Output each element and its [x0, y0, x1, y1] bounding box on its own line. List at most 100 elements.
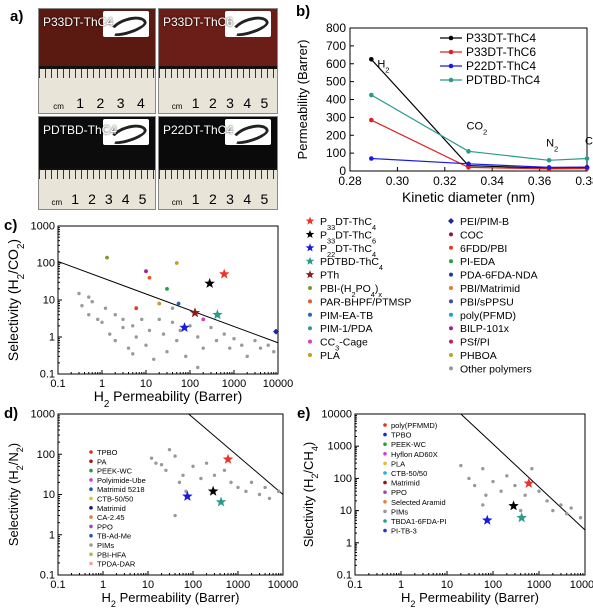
data-point [491, 479, 495, 484]
ruler-number: cm [51, 198, 63, 207]
legend-label: CA-2.45 [97, 513, 125, 522]
ruler: cm 1 2 3 4 [39, 69, 155, 113]
legend-marker [89, 515, 93, 519]
data-point [569, 506, 573, 510]
data-point [481, 467, 485, 471]
legend-label: CTB-50/50 [391, 469, 427, 478]
bent-film-inset [225, 119, 271, 145]
y-axis-label: Permeability (Barrer) [295, 40, 310, 160]
y-tick-label: 10 [43, 295, 55, 307]
data-point [232, 336, 236, 341]
data-point [177, 480, 182, 485]
data-point [173, 454, 177, 458]
legend-label: PBI/sPPSU [460, 296, 514, 308]
legend-label: PEI/PIM-B [460, 216, 509, 228]
data-point-star [305, 216, 315, 225]
data-point [449, 245, 453, 250]
data-point [449, 353, 453, 357]
y-tick-label: 0 [339, 164, 346, 178]
y-tick-label: 100 [334, 473, 352, 485]
data-point [152, 357, 156, 361]
legend-marker [383, 461, 387, 466]
legend-label: P22DT-ThC4 [466, 59, 536, 73]
y-tick-label: 1000 [328, 441, 352, 453]
data-point [159, 463, 164, 467]
plot-frame [354, 413, 586, 576]
legend-marker [383, 432, 387, 437]
data-point [184, 489, 188, 494]
data-point [505, 474, 509, 478]
data-point [157, 301, 162, 306]
data-point-star [204, 278, 215, 288]
data-point-star [189, 307, 201, 318]
legend-label: PEEK-WC [97, 467, 133, 476]
data-point [209, 325, 213, 330]
data-point [518, 508, 523, 513]
data-point [121, 317, 125, 322]
legend-label: PLA [391, 459, 405, 468]
x-axis-label: H2 Permeability (Barrer) [94, 388, 243, 408]
legend-marker [89, 524, 93, 529]
ruler-number: 4 [136, 95, 145, 111]
data-point [103, 306, 108, 310]
data-point-star [305, 229, 315, 238]
data-point [245, 354, 249, 359]
data-point [212, 473, 217, 477]
data-point [449, 326, 453, 331]
legend-marker [383, 442, 387, 446]
ruler-number: 3 [226, 191, 234, 207]
series-point [466, 161, 471, 167]
legend-label: CTB-50/50 [97, 495, 133, 504]
data-point [276, 489, 281, 494]
legend-label: Polyimide-Ube [97, 476, 146, 485]
y-tick-label: 10 [340, 505, 352, 517]
y-tick-label: 1000 [31, 221, 55, 233]
series-point [369, 56, 374, 62]
data-point [113, 313, 117, 317]
ruler-number: 1 [76, 95, 85, 111]
data-point [121, 325, 125, 330]
data-point [113, 338, 117, 343]
legend-label: Matrimid 5218 [97, 485, 145, 494]
data-point-star [482, 514, 493, 525]
x-tick-label: 10000 [570, 579, 593, 591]
point-label: CO2 [467, 120, 488, 136]
plot-frame [57, 413, 284, 576]
data-point-star [508, 500, 519, 511]
legend-label: PBI/Matrimid [460, 283, 520, 295]
legend-label: TPBO [97, 448, 118, 457]
x-tick-label: 0.36 [528, 174, 552, 188]
legend-marker [89, 478, 93, 482]
bent-film-inset [225, 11, 271, 37]
legend-label: Matrimid [391, 479, 420, 488]
data-point [272, 350, 276, 354]
x-tick-label: 1000 [226, 579, 250, 591]
point-label: CH4 [585, 135, 593, 151]
data-point [175, 338, 179, 343]
y-tick-label: 600 [326, 57, 346, 71]
x-tick-label: 100 [184, 579, 202, 591]
ruler-number: 2 [208, 95, 217, 111]
y-axis-label: Slectivity (H2/CH4) [301, 442, 320, 547]
data-point [222, 468, 227, 472]
legend-marker [89, 459, 93, 464]
x-tick-label: 1 [398, 579, 404, 591]
data-point [449, 259, 453, 264]
legend-label: PBI-(H2PO4)x [320, 283, 382, 299]
legend-label: P33DT-ThC4 [320, 216, 376, 232]
data-point [222, 332, 226, 336]
legend-label: COC [460, 229, 484, 241]
upper-bound-line [57, 260, 279, 344]
legend-marker [89, 561, 93, 566]
data-point-star [523, 477, 534, 488]
data-point-star [207, 485, 219, 496]
data-point [481, 503, 485, 507]
data-point [80, 304, 84, 308]
data-point [144, 269, 148, 274]
sample-photo: PDTBD-ThC4 cm 1 2 3 4 5 [38, 116, 156, 210]
legend-marker [448, 77, 454, 83]
legend-marker [448, 35, 454, 41]
legend-label: TPBO [391, 431, 412, 440]
data-point [459, 463, 463, 468]
